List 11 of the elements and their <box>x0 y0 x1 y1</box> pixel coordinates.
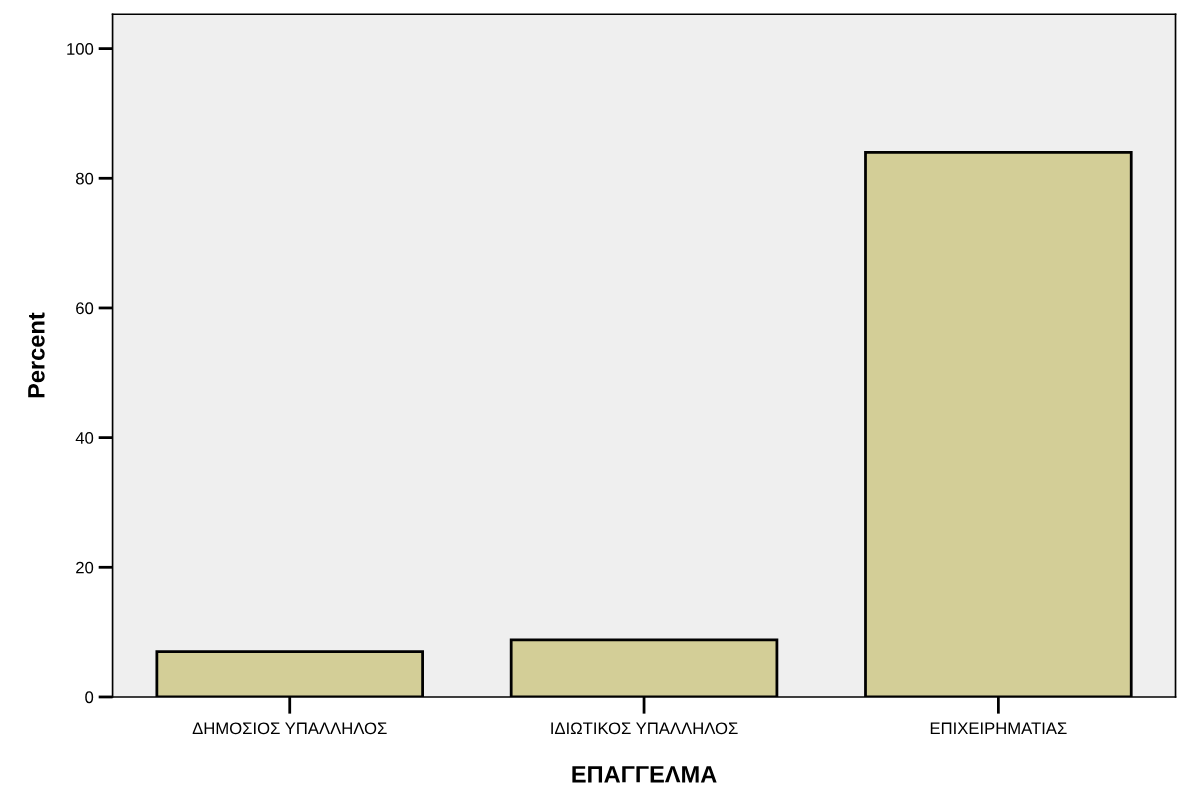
y-tick-label: 20 <box>76 561 94 574</box>
x-tick-label: ΔΗΜΟΣΙΟΣ ΥΠΑΛΛΗΛΟΣ <box>192 722 387 735</box>
x-axis-title: ΕΠΑΓΓΕΛΜΑ <box>572 766 717 783</box>
y-axis-title: Percent <box>28 312 45 398</box>
y-tick-label: 40 <box>75 432 94 444</box>
y-tick-label: 60 <box>76 302 94 315</box>
y-tick-label: 80 <box>76 172 94 185</box>
y-tick-label: 0 <box>85 691 94 704</box>
x-tick-label: ΙΔΙΩΤΙΚΟΣ ΥΠΑΛΛΗΛΟΣ <box>551 722 738 735</box>
y-tick-label: 100 <box>67 43 94 55</box>
x-tick-label: ΕΠΙΧΕΙΡΗΜΑΤΙΑΣ <box>930 722 1067 735</box>
